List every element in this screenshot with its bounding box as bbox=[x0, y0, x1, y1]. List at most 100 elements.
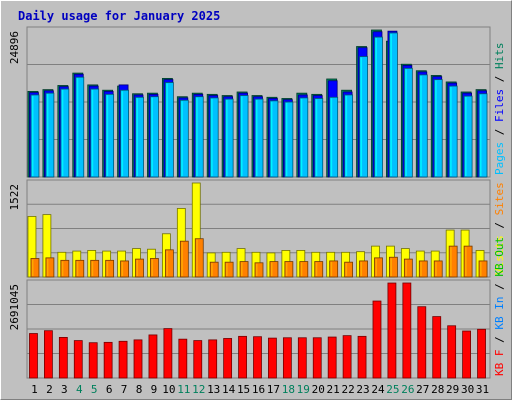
legend-panel-1: Pages / Files / Hits bbox=[493, 43, 506, 176]
bar-sites-31 bbox=[478, 260, 488, 278]
x-tick-label: 19 bbox=[297, 383, 310, 396]
bar-sites-7 bbox=[120, 260, 129, 278]
bar-pages-24 bbox=[374, 36, 383, 178]
x-tick-label: 28 bbox=[431, 383, 444, 396]
bar-pages-23 bbox=[359, 56, 368, 178]
bar-kb-f-16 bbox=[253, 336, 262, 379]
bar-pages-21 bbox=[329, 96, 339, 178]
bar-pages-26 bbox=[403, 67, 413, 178]
x-tick-label: 10 bbox=[162, 383, 175, 396]
bar-sites-3 bbox=[60, 259, 70, 278]
legend-hits: Hits bbox=[493, 43, 506, 70]
bar-sites-11 bbox=[179, 240, 189, 278]
bar-sites-28 bbox=[433, 260, 443, 278]
legend-kb-in: KB In bbox=[493, 297, 506, 330]
bar-kb-f-10 bbox=[163, 328, 173, 379]
legend-kb-f: KB F bbox=[493, 350, 506, 377]
bar-pages-22 bbox=[344, 94, 354, 178]
bar-pages-13 bbox=[209, 97, 219, 178]
bar-pages-17 bbox=[269, 100, 279, 178]
bar-sites-4 bbox=[75, 259, 85, 278]
bar-kb-f-11 bbox=[178, 338, 188, 379]
bar-kb-f-12 bbox=[193, 340, 203, 379]
bar-kb-f-8 bbox=[133, 339, 143, 379]
bar-sites-6 bbox=[105, 259, 115, 278]
bar-pages-29 bbox=[448, 85, 458, 178]
bar-pages-7 bbox=[120, 89, 129, 178]
bar-kb-f-4 bbox=[73, 340, 83, 379]
panel-1: 24896 Pages / Files / Hits bbox=[8, 26, 506, 178]
x-tick-label: 14 bbox=[222, 383, 236, 396]
panel-2: 1522 Visits / Sites bbox=[8, 179, 506, 278]
bar-kb-f-23 bbox=[357, 335, 367, 379]
bar-sites-24 bbox=[374, 257, 383, 278]
bar-pages-10 bbox=[164, 82, 174, 178]
bar-pages-14 bbox=[224, 98, 234, 178]
legend-kb-out: KB Out bbox=[493, 237, 506, 277]
x-tick-label: 6 bbox=[106, 383, 113, 396]
x-tick-label: 20 bbox=[312, 383, 325, 396]
x-tick-label: 9 bbox=[151, 383, 158, 396]
bar-kb-f-17 bbox=[268, 337, 277, 379]
x-tick-label: 1 bbox=[31, 383, 38, 396]
bar-kb-f-3 bbox=[58, 337, 68, 379]
bar-sites-1 bbox=[30, 258, 40, 278]
bar-sites-21 bbox=[329, 260, 339, 278]
bar-pages-5 bbox=[90, 88, 100, 178]
bar-sites-14 bbox=[224, 261, 234, 278]
x-tick-label: 16 bbox=[252, 383, 265, 396]
bar-sites-25 bbox=[389, 256, 398, 278]
y-max-label: 2691045 bbox=[8, 284, 21, 330]
x-tick-label: 26 bbox=[401, 383, 414, 396]
bar-sites-19 bbox=[299, 261, 309, 278]
bar-pages-20 bbox=[314, 98, 324, 178]
legend-sites: Sites bbox=[493, 182, 506, 215]
x-tick-label: 23 bbox=[356, 383, 369, 396]
x-tick-label: 27 bbox=[416, 383, 429, 396]
bar-kb-f-13 bbox=[208, 339, 218, 379]
legend-panel-3: KB F / KB In / KB Out bbox=[493, 237, 506, 376]
x-tick-label: 24 bbox=[371, 383, 385, 396]
bar-pages-12 bbox=[194, 96, 204, 178]
bar-sites-26 bbox=[403, 258, 413, 278]
x-tick-label: 17 bbox=[267, 383, 280, 396]
legend-visits: Visits bbox=[493, 235, 506, 275]
bar-sites-10 bbox=[164, 249, 174, 278]
bar-kb-f-28 bbox=[432, 316, 442, 379]
bar-pages-11 bbox=[179, 99, 189, 178]
x-tick-label: 18 bbox=[282, 383, 295, 396]
bar-sites-23 bbox=[359, 260, 368, 278]
x-tick-label: 2 bbox=[46, 383, 53, 396]
bar-sites-9 bbox=[150, 258, 159, 278]
bar-kb-f-6 bbox=[103, 341, 113, 379]
y-max-label: 24896 bbox=[8, 31, 21, 64]
x-tick-label: 15 bbox=[237, 383, 250, 396]
bar-sites-30 bbox=[463, 245, 473, 278]
bar-sites-15 bbox=[239, 261, 249, 278]
x-tick-label: 31 bbox=[476, 383, 489, 396]
bar-sites-12 bbox=[194, 238, 204, 278]
x-tick-label: 3 bbox=[61, 383, 68, 396]
bar-kb-f-20 bbox=[312, 337, 322, 379]
bar-kb-f-31 bbox=[477, 328, 486, 379]
bar-kb-f-25 bbox=[387, 282, 397, 379]
x-tick-label: 8 bbox=[136, 383, 143, 396]
x-tick-label: 4 bbox=[76, 383, 83, 396]
bar-sites-2 bbox=[45, 257, 55, 278]
panel-3: 2691045 KB F / KB In / KB Out bbox=[8, 237, 506, 379]
bar-kb-f-5 bbox=[88, 342, 98, 379]
bar-pages-4 bbox=[75, 76, 85, 178]
x-tick-label: 29 bbox=[446, 383, 459, 396]
legend-pages: Pages bbox=[493, 142, 506, 175]
bar-sites-29 bbox=[448, 245, 458, 278]
bar-kb-f-26 bbox=[402, 282, 412, 379]
x-tick-label: 25 bbox=[386, 383, 399, 396]
bar-kb-f-1 bbox=[29, 333, 38, 379]
bar-kb-f-30 bbox=[462, 330, 471, 379]
bar-pages-18 bbox=[284, 101, 294, 178]
bar-pages-16 bbox=[254, 98, 264, 178]
x-tick-label: 12 bbox=[192, 383, 205, 396]
bar-kb-f-29 bbox=[447, 325, 457, 379]
bar-kb-f-14 bbox=[223, 338, 233, 379]
